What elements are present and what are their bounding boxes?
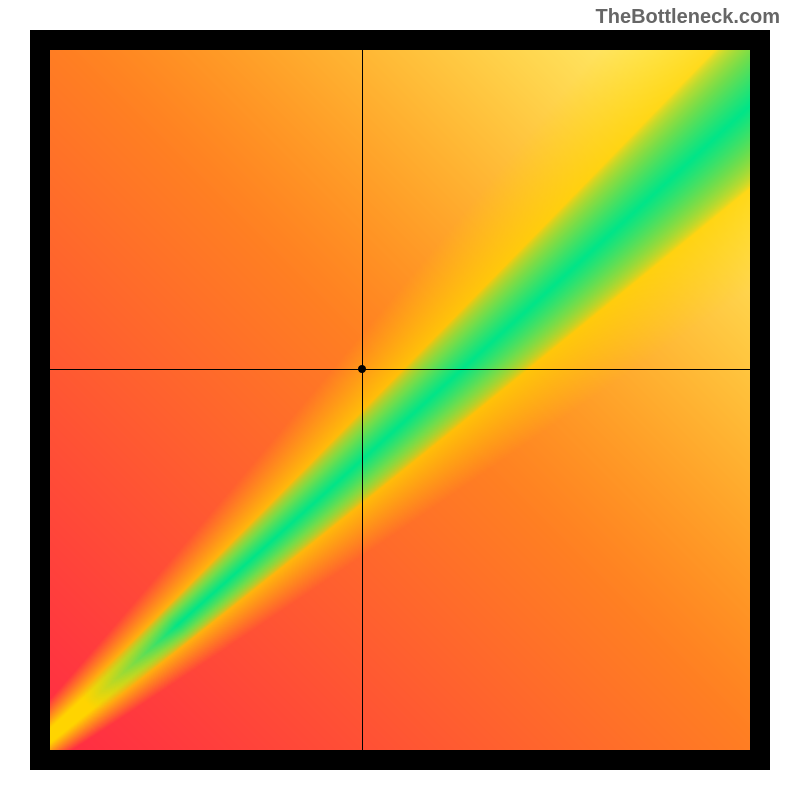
plot-area bbox=[50, 50, 750, 750]
attribution-text: TheBottleneck.com bbox=[596, 6, 780, 29]
heatmap-canvas bbox=[50, 50, 750, 750]
chart-frame bbox=[30, 30, 770, 770]
